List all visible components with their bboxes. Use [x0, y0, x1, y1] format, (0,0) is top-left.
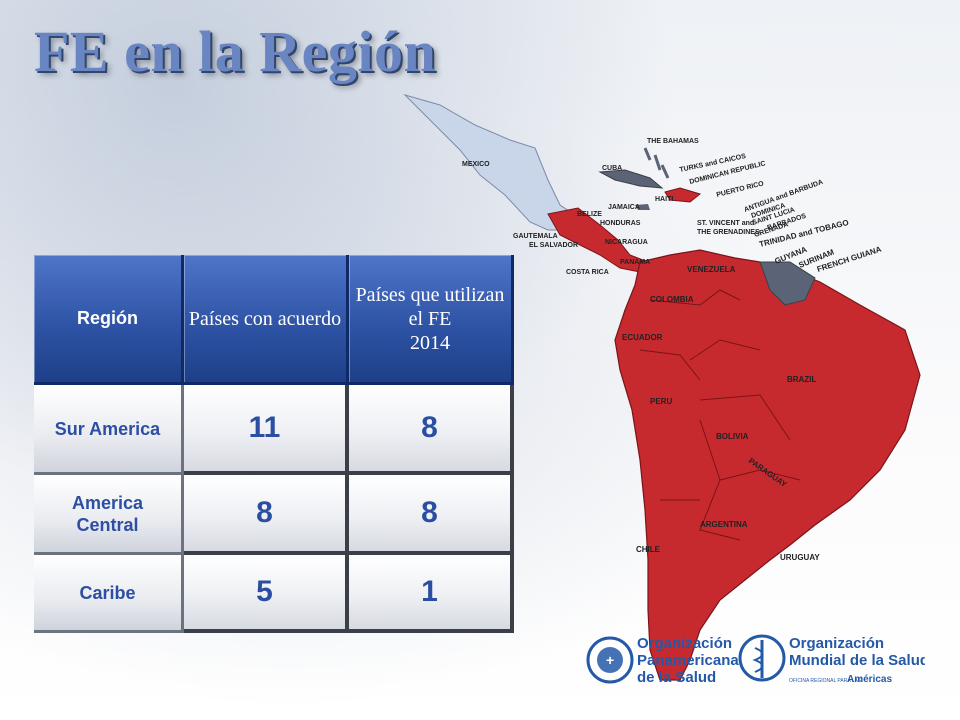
- label-puerto-rico: PUERTO RICO: [716, 180, 765, 199]
- cuba-shape: [598, 169, 664, 189]
- logos-strip: + Organización Panamericana de la Salud …: [586, 634, 925, 686]
- paho-line2: Panamericana: [637, 652, 739, 669]
- label-st-vincent: ST. VINCENT and: [697, 220, 754, 227]
- label-mexico: MEXICO: [462, 161, 490, 168]
- label-venezuela: VENEZUELA: [687, 265, 736, 274]
- label-bahamas: THE BAHAMAS: [647, 138, 699, 145]
- label-grenadines: THE GRENADINES: [697, 229, 760, 236]
- who-line1: Organización: [789, 635, 884, 652]
- mexico-shape: [403, 93, 576, 231]
- hispaniola-shape: [664, 187, 702, 203]
- bahamas-shape: [643, 147, 670, 179]
- paho-line1: Organización: [637, 635, 732, 652]
- who-logo-icon: [738, 634, 786, 682]
- who-sub2: Américas: [847, 674, 892, 685]
- latin-america-map: MEXICO THE BAHAMAS CUBA TURKS and CAICOS…: [403, 93, 921, 681]
- label-belize: BELIZE: [577, 211, 602, 218]
- label-honduras: HONDURAS: [600, 220, 641, 227]
- label-chile: CHILE: [636, 545, 661, 554]
- south-america-shape: [614, 249, 921, 681]
- acuerdo-america-central: 8: [184, 475, 349, 555]
- label-cuba: CUBA: [602, 165, 622, 172]
- label-ecuador: ECUADOR: [622, 333, 663, 342]
- label-argentina: ARGENTINA: [700, 520, 748, 529]
- row-label-america-central: America Central: [34, 475, 184, 555]
- guyanas-shape: [759, 261, 816, 306]
- acuerdo-caribe: 5: [184, 555, 349, 633]
- header-acuerdo: Países con acuerdo: [184, 255, 349, 385]
- label-nicaragua: NICARAGUA: [605, 239, 648, 246]
- who-line2: Mundial de la Salud: [789, 652, 925, 669]
- label-panama: PANAMA: [620, 259, 650, 266]
- country-borders: [639, 289, 801, 541]
- header-region: Región: [34, 255, 184, 385]
- label-bolivia: BOLIVIA: [716, 432, 749, 441]
- label-el-salvador: EL SALVADOR: [529, 242, 578, 249]
- header-utilizan-text: Países que utilizan el FE: [355, 283, 505, 330]
- slide-title: FE en la Región: [34, 19, 437, 84]
- row-label-sur-america: Sur America: [34, 385, 184, 475]
- paho-line3: de la Salud: [637, 669, 716, 686]
- label-guatemala: GAUTEMALA: [513, 233, 558, 240]
- utilizan-caribe: 1: [349, 555, 514, 633]
- header-year: 2014: [410, 331, 450, 354]
- label-brazil: BRAZIL: [787, 375, 816, 384]
- who-sub: OFICINA REGIONAL PARA LAS: [789, 678, 862, 684]
- row-label-caribe: Caribe: [34, 555, 184, 633]
- label-haiti: HAITI: [655, 196, 673, 203]
- header-utilizan: Países que utilizan el FE 2014: [349, 255, 514, 385]
- utilizan-sur-america: 8: [349, 385, 514, 475]
- label-costa-rica: COSTA RICA: [566, 269, 609, 276]
- jamaica-shape: [635, 204, 650, 210]
- paho-logo-icon: +: [586, 636, 634, 684]
- svg-text:+: +: [606, 652, 614, 668]
- label-colombia: COLOMBIA: [650, 295, 694, 304]
- label-uruguay: URUGUAY: [780, 553, 820, 562]
- label-peru: PERU: [650, 397, 672, 406]
- utilizan-america-central: 8: [349, 475, 514, 555]
- label-jamaica: JAMAICA: [608, 204, 640, 211]
- acuerdo-sur-america: 11: [184, 385, 349, 475]
